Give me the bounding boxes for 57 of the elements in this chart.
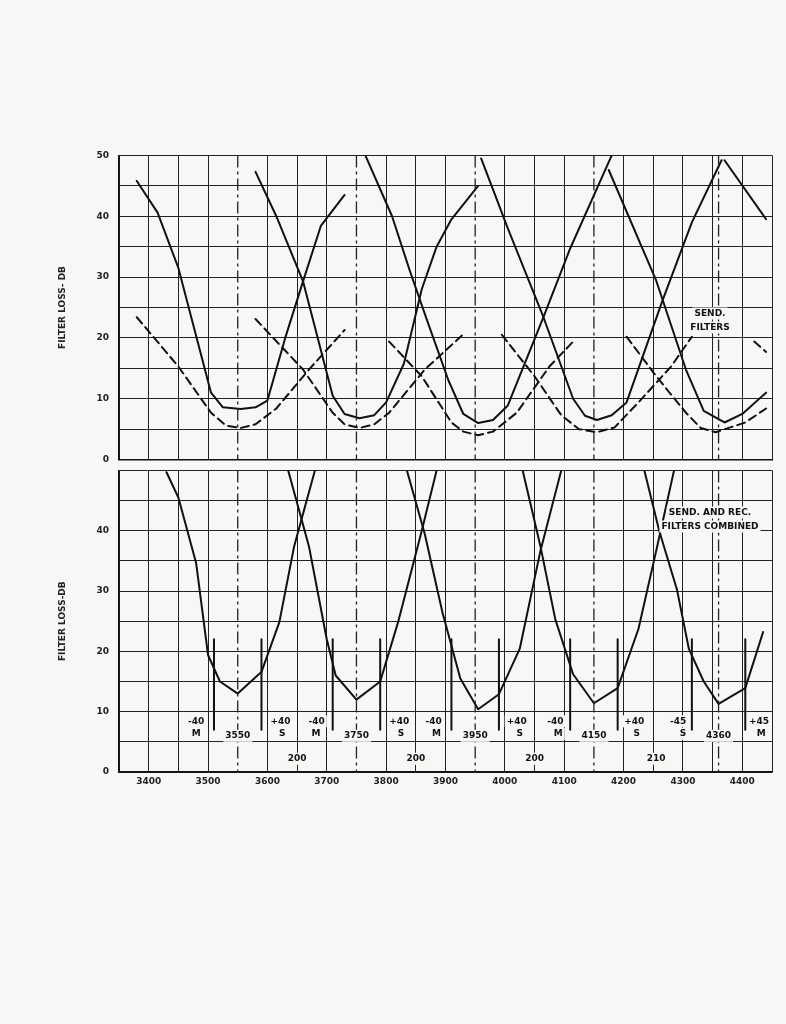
y-tick-label: 40 <box>96 525 109 536</box>
y-axis-title: FILTER LOSS- DB <box>56 265 67 349</box>
annotation: -45 <box>670 715 687 726</box>
y-tick-label: 20 <box>96 332 109 343</box>
y-tick-label: 30 <box>96 585 109 596</box>
annotation: M <box>756 728 766 739</box>
annotation: +40 <box>624 715 645 726</box>
annotation: 210 <box>646 753 666 764</box>
annotation: S <box>516 728 523 739</box>
annotation: +40 <box>270 715 291 726</box>
annotation: -40 <box>547 715 564 726</box>
annotation: 3550 <box>225 730 251 741</box>
y-tick-label: 0 <box>102 453 109 464</box>
x-tick-label: 3500 <box>195 775 221 786</box>
annotation: -40 <box>308 715 325 726</box>
annotation: M <box>311 728 321 739</box>
annotation: S <box>279 728 286 739</box>
y-tick-label: 30 <box>96 271 109 282</box>
annotation: S <box>633 728 640 739</box>
annotation: 200 <box>287 753 307 764</box>
annotation: SEND. <box>694 307 726 318</box>
annotation: FILTERS COMBINED <box>661 520 759 531</box>
x-tick-label: 4000 <box>492 775 518 786</box>
x-tick-label: 4200 <box>611 775 637 786</box>
annotation: 3950 <box>462 730 488 741</box>
annotation: M <box>432 728 442 739</box>
annotation: 200 <box>406 753 426 764</box>
annotation: S <box>397 728 405 739</box>
x-tick-label: 4300 <box>670 775 696 786</box>
y-tick-label: 10 <box>96 706 109 717</box>
annotation: S <box>679 728 687 739</box>
x-tick-label: 4100 <box>551 775 577 786</box>
annotation: FILTERS <box>690 321 730 332</box>
annotation: +45 <box>748 715 769 726</box>
annotation: -40 <box>188 715 205 726</box>
annotation: SEND. AND REC. <box>668 506 752 517</box>
annotation: +40 <box>389 715 410 726</box>
annotation: 3750 <box>343 730 369 741</box>
x-tick-label: 3600 <box>254 775 280 786</box>
x-tick-label: 3700 <box>314 775 340 786</box>
annotation: 200 <box>525 753 544 764</box>
annotation: -40 <box>425 715 442 726</box>
x-tick-label: 3800 <box>373 775 399 786</box>
y-tick-label: 50 <box>96 149 109 160</box>
x-tick-label: 3900 <box>432 775 459 786</box>
x-tick-label: 4400 <box>729 775 755 786</box>
x-tick-label: 3400 <box>136 775 162 786</box>
annotation: +40 <box>506 715 527 726</box>
annotation: M <box>191 728 201 739</box>
y-tick-label: 10 <box>96 393 109 404</box>
annotation: 4150 <box>581 730 607 741</box>
y-tick-label: 0 <box>102 766 109 777</box>
y-tick-label: 20 <box>96 645 109 656</box>
annotation: 4360 <box>706 730 732 741</box>
y-axis-title: FILTER LOSS-DB <box>56 581 67 662</box>
annotation: M <box>553 728 563 739</box>
y-tick-label: 40 <box>96 210 109 221</box>
